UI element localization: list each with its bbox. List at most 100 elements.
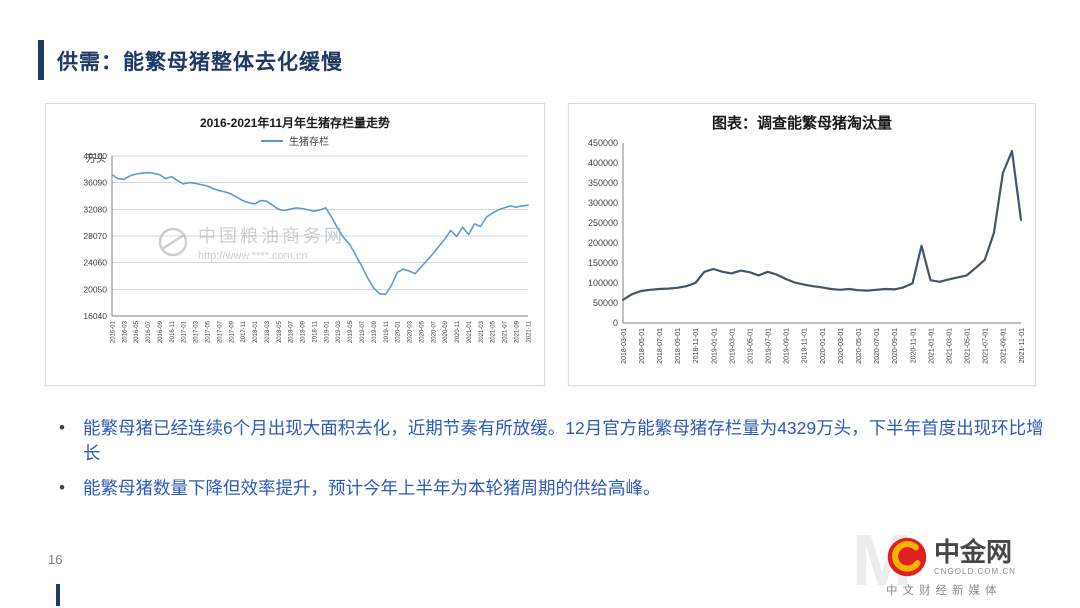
svg-text:2018-07: 2018-07 bbox=[289, 320, 295, 343]
y-axis-unit-label: 万头 bbox=[86, 154, 106, 165]
pig-inventory-line-chart: 16040 20050 24060 28070 32080 36090 40100 2016-… bbox=[83, 151, 532, 343]
svg-text:2021-07-01: 2021-07-01 bbox=[983, 328, 990, 364]
svg-text:2021-01: 2021-01 bbox=[467, 320, 473, 343]
left-chart-legend: 生猪存栏 bbox=[46, 133, 544, 148]
svg-text:2019-07-01: 2019-07-01 bbox=[766, 328, 773, 364]
cngold-brand-block: M 中金网 CNGOLD.COM.CN 中文财经新媒体 bbox=[852, 521, 1066, 601]
svg-text:16040: 16040 bbox=[83, 311, 107, 321]
svg-text:2020-05-01: 2020-05-01 bbox=[856, 328, 863, 364]
svg-text:40100: 40100 bbox=[83, 151, 107, 161]
svg-text:2020-03: 2020-03 bbox=[408, 320, 414, 343]
svg-text:50000: 50000 bbox=[593, 298, 618, 308]
svg-text:400000: 400000 bbox=[588, 158, 618, 168]
svg-text:2018-05-01: 2018-05-01 bbox=[639, 328, 646, 364]
svg-text:2020-11-01: 2020-11-01 bbox=[910, 328, 917, 363]
svg-text:32080: 32080 bbox=[83, 204, 107, 214]
svg-text:2018-03: 2018-03 bbox=[265, 320, 271, 343]
sow-culling-chart-panel: 图表：调查能繁母猪淘汰量 0 50000 100000 150000 200000 250… bbox=[568, 103, 1036, 386]
svg-text:2020-11: 2020-11 bbox=[455, 320, 461, 342]
svg-text:2018-11-01: 2018-11-01 bbox=[693, 328, 700, 363]
bullet-list: 能繁母猪已经连续6个月出现大面积去化，近期节奏有所放缓。12月官方能繁母猪存栏量… bbox=[55, 416, 1050, 511]
svg-text:350000: 350000 bbox=[588, 178, 618, 188]
svg-text:2019-05: 2019-05 bbox=[348, 320, 354, 343]
svg-text:2021-07: 2021-07 bbox=[503, 320, 509, 343]
svg-text:2016-03: 2016-03 bbox=[122, 320, 128, 343]
svg-text:2016-05: 2016-05 bbox=[134, 320, 140, 343]
svg-text:2019-09: 2019-09 bbox=[372, 320, 378, 343]
svg-text:2018-03-01: 2018-03-01 bbox=[621, 328, 628, 364]
footer-accent-bar bbox=[56, 584, 60, 606]
svg-text:2017-11: 2017-11 bbox=[241, 320, 247, 342]
svg-text:2021-09-01: 2021-09-01 bbox=[1001, 328, 1008, 364]
svg-text:100000: 100000 bbox=[588, 278, 618, 288]
svg-text:2018-07-01: 2018-07-01 bbox=[657, 328, 664, 364]
sow-culling-line-chart: 0 50000 100000 150000 200000 250000 300000 3500… bbox=[588, 138, 1026, 364]
svg-text:24060: 24060 bbox=[83, 258, 107, 268]
svg-text:150000: 150000 bbox=[588, 258, 618, 268]
svg-text:2021-11: 2021-11 bbox=[526, 320, 532, 342]
svg-text:2020-03-01: 2020-03-01 bbox=[838, 328, 845, 364]
svg-text:2021-05-01: 2021-05-01 bbox=[965, 328, 972, 364]
svg-text:2016-11: 2016-11 bbox=[170, 320, 176, 342]
slide-header: 供需：能繁母猪整体去化缓慢 bbox=[38, 40, 343, 80]
svg-text:2019-03: 2019-03 bbox=[336, 320, 342, 343]
svg-text:2016-01: 2016-01 bbox=[110, 320, 116, 343]
svg-text:2018-01: 2018-01 bbox=[253, 320, 259, 343]
svg-text:2021-05: 2021-05 bbox=[491, 320, 497, 343]
svg-text:2019-09-01: 2019-09-01 bbox=[784, 328, 791, 364]
svg-text:2017-09: 2017-09 bbox=[229, 320, 235, 343]
svg-text:2019-01: 2019-01 bbox=[324, 320, 330, 343]
svg-text:20050: 20050 bbox=[83, 284, 107, 294]
svg-text:2017-03: 2017-03 bbox=[194, 320, 200, 343]
svg-text:2018-09: 2018-09 bbox=[301, 320, 307, 343]
bullet-item: 能繁母猪已经连续6个月出现大面积去化，近期节奏有所放缓。12月官方能繁母猪存栏量… bbox=[55, 416, 1050, 466]
svg-text:2020-09-01: 2020-09-01 bbox=[892, 328, 899, 364]
svg-text:200000: 200000 bbox=[588, 238, 618, 248]
svg-text:2021-11-01: 2021-11-01 bbox=[1019, 328, 1026, 363]
svg-text:2021-03-01: 2021-03-01 bbox=[946, 328, 953, 364]
svg-text:2017-07: 2017-07 bbox=[217, 320, 223, 343]
svg-text:2021-03: 2021-03 bbox=[479, 320, 485, 343]
svg-text:300000: 300000 bbox=[588, 198, 618, 208]
svg-text:2017-05: 2017-05 bbox=[205, 320, 211, 343]
page-title: 供需：能繁母猪整体去化缓慢 bbox=[57, 51, 343, 74]
bullet-item: 能繁母猪数量下降但效率提升，预计今年上半年为本轮猪周期的供给高峰。 bbox=[55, 476, 1050, 501]
svg-text:2021-09: 2021-09 bbox=[515, 320, 521, 343]
svg-text:2018-09-01: 2018-09-01 bbox=[675, 328, 682, 364]
svg-text:28070: 28070 bbox=[83, 231, 107, 241]
brand-domain: CNGOLD.COM.CN bbox=[934, 566, 1016, 576]
svg-text:2019-05-01: 2019-05-01 bbox=[747, 328, 754, 364]
svg-text:2019-07: 2019-07 bbox=[360, 320, 366, 343]
svg-text:36090: 36090 bbox=[83, 178, 107, 188]
svg-text:2019-11-01: 2019-11-01 bbox=[802, 328, 809, 363]
svg-text:2020-01-01: 2020-01-01 bbox=[820, 328, 827, 364]
svg-text:2020-07-01: 2020-07-01 bbox=[874, 328, 881, 364]
page-number: 16 bbox=[48, 552, 63, 567]
svg-text:0: 0 bbox=[613, 318, 618, 328]
svg-text:2020-05: 2020-05 bbox=[419, 320, 425, 343]
cngold-logo-icon bbox=[887, 537, 927, 577]
brand-tagline: 中文财经新媒体 bbox=[886, 585, 1002, 597]
title-accent-bar bbox=[38, 40, 44, 80]
svg-text:2021-01-01: 2021-01-01 bbox=[928, 328, 935, 364]
brand-name: 中金网 bbox=[934, 536, 1013, 567]
svg-text:2016-07: 2016-07 bbox=[146, 320, 152, 343]
legend-label: 生猪存栏 bbox=[289, 137, 329, 148]
svg-text:450000: 450000 bbox=[588, 138, 618, 148]
pig-inventory-chart-panel: 2016-2021年11月年生猪存栏量走势 生猪存栏 万头 16040 20050… bbox=[45, 103, 545, 386]
svg-text:2020-07: 2020-07 bbox=[431, 320, 437, 343]
svg-text:2016-09: 2016-09 bbox=[158, 320, 164, 343]
left-chart-title: 2016-2021年11月年生猪存栏量走势 bbox=[199, 116, 391, 130]
svg-text:2019-03-01: 2019-03-01 bbox=[729, 328, 736, 364]
charts-row: 2016-2021年11月年生猪存栏量走势 生猪存栏 万头 16040 20050… bbox=[45, 103, 1036, 386]
svg-text:2019-01-01: 2019-01-01 bbox=[711, 328, 718, 364]
svg-text:250000: 250000 bbox=[588, 218, 618, 228]
svg-text:2017-01: 2017-01 bbox=[182, 320, 188, 343]
right-chart-title: 图表：调查能繁母猪淘汰量 bbox=[711, 115, 892, 132]
svg-text:2018-11: 2018-11 bbox=[312, 320, 318, 342]
svg-text:2020-09: 2020-09 bbox=[443, 320, 449, 343]
svg-text:2020-01: 2020-01 bbox=[396, 320, 402, 343]
svg-text:2019-11: 2019-11 bbox=[384, 320, 390, 342]
legend-line-icon bbox=[261, 139, 283, 142]
